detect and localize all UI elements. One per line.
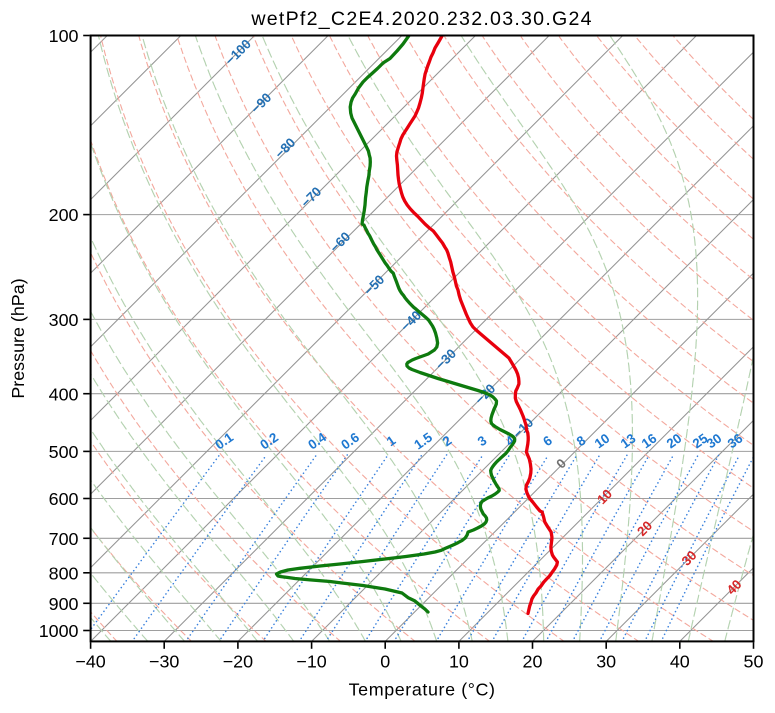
svg-text:10: 10 (449, 652, 469, 672)
svg-text:10: 10 (592, 431, 613, 452)
svg-text:wetPf2_C2E4.2020.232.03.30.G24: wetPf2_C2E4.2020.232.03.30.G24 (250, 8, 592, 30)
svg-text:36: 36 (725, 431, 746, 452)
svg-text:1000: 1000 (39, 621, 79, 641)
svg-text:13: 13 (618, 431, 639, 452)
svg-text:Pressure (hPa): Pressure (hPa) (8, 278, 28, 398)
svg-text:Temperature (°C): Temperature (°C) (349, 680, 496, 700)
svg-text:−40: −40 (75, 652, 105, 672)
svg-text:400: 400 (49, 384, 79, 404)
svg-text:0: 0 (380, 652, 390, 672)
svg-text:16: 16 (639, 431, 660, 452)
svg-text:30: 30 (596, 652, 616, 672)
svg-text:600: 600 (49, 489, 79, 509)
svg-text:700: 700 (49, 529, 79, 549)
svg-text:20: 20 (664, 431, 685, 452)
svg-text:500: 500 (49, 442, 79, 462)
svg-text:−10: −10 (296, 652, 326, 672)
svg-text:20: 20 (523, 652, 543, 672)
svg-text:100: 100 (49, 26, 79, 46)
svg-text:50: 50 (744, 652, 764, 672)
svg-text:800: 800 (49, 563, 79, 583)
svg-text:300: 300 (49, 310, 79, 330)
svg-text:−30: −30 (149, 652, 179, 672)
svg-text:900: 900 (49, 594, 79, 614)
svg-text:40: 40 (670, 652, 690, 672)
svg-text:200: 200 (49, 205, 79, 225)
svg-text:−20: −20 (223, 652, 253, 672)
svg-text:30: 30 (704, 431, 725, 452)
